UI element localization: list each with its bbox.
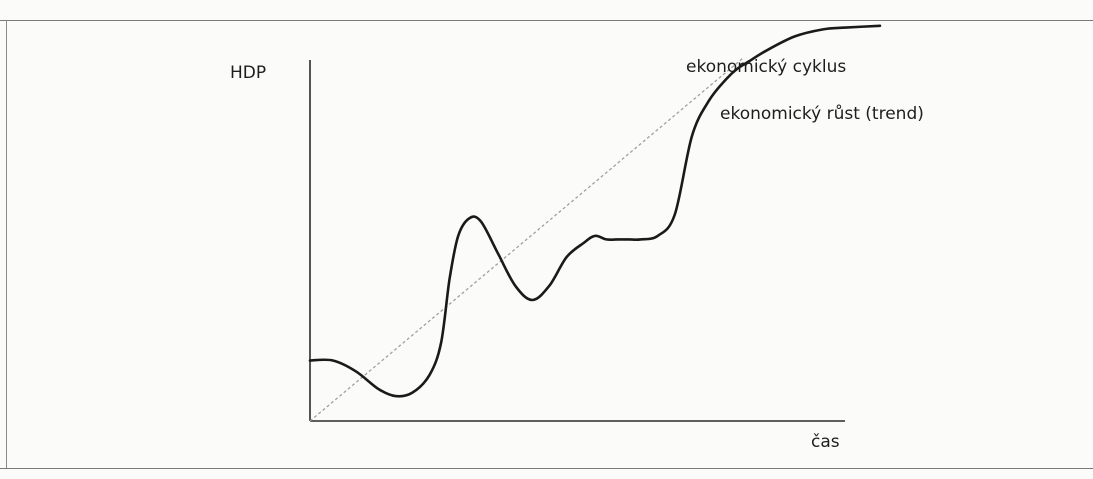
cycle-annotation: ekonomický cyklus xyxy=(686,57,846,77)
y-axis-label: HDP xyxy=(230,63,266,83)
frame-bottom-edge xyxy=(0,468,1093,469)
trend-annotation: ekonomický růst (trend) xyxy=(720,104,924,124)
frame-top-edge xyxy=(0,20,1093,21)
trend-line xyxy=(309,57,744,422)
cycle-line xyxy=(308,24,882,398)
x-axis-label: čas xyxy=(811,432,840,452)
frame-left-edge xyxy=(6,20,7,468)
